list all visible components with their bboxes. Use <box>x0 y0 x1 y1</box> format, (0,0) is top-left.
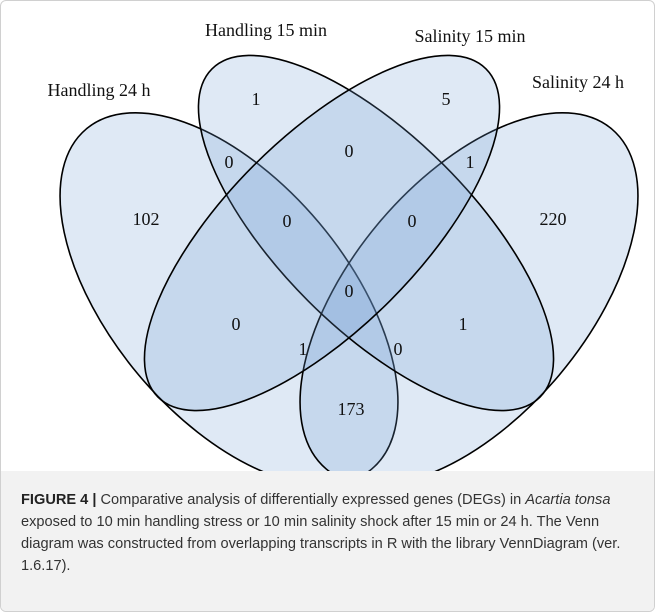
region-count: 220 <box>540 209 567 229</box>
region-count: 0 <box>232 314 241 334</box>
set-ellipse <box>143 54 501 412</box>
region-count: 0 <box>345 281 354 301</box>
set-label: Handling 24 h <box>48 80 151 100</box>
set-ellipse <box>197 54 555 412</box>
region-count: 0 <box>345 141 354 161</box>
caption: FIGURE 4 | Comparative analysis of diffe… <box>1 471 654 611</box>
set-label: Salinity 15 min <box>414 26 525 46</box>
region-count: 0 <box>394 339 403 359</box>
caption-text: exposed to 10 min handling stress or 10 … <box>21 514 621 574</box>
region-count: 0 <box>408 211 417 231</box>
set-ellipse <box>59 111 399 471</box>
caption-label: FIGURE 4 | <box>21 492 97 508</box>
region-count: 0 <box>283 211 292 231</box>
set-label: Salinity 24 h <box>532 72 624 92</box>
region-count: 0 <box>225 152 234 172</box>
region-count: 102 <box>133 209 160 229</box>
caption-text: Comparative analysis of differentially e… <box>96 492 526 508</box>
region-count: 1 <box>466 152 475 172</box>
venn-diagram: Handling 15 min Salinity 15 min Handling… <box>48 20 639 471</box>
region-count: 1 <box>459 314 468 334</box>
region-count: 1 <box>252 89 261 109</box>
set-ellipse <box>299 111 639 471</box>
region-count: 1 <box>299 339 308 359</box>
region-count: 173 <box>338 399 365 419</box>
set-label: Handling 15 min <box>205 20 327 40</box>
species-name: Acartia tonsa <box>525 492 611 508</box>
region-count: 5 <box>442 89 451 109</box>
